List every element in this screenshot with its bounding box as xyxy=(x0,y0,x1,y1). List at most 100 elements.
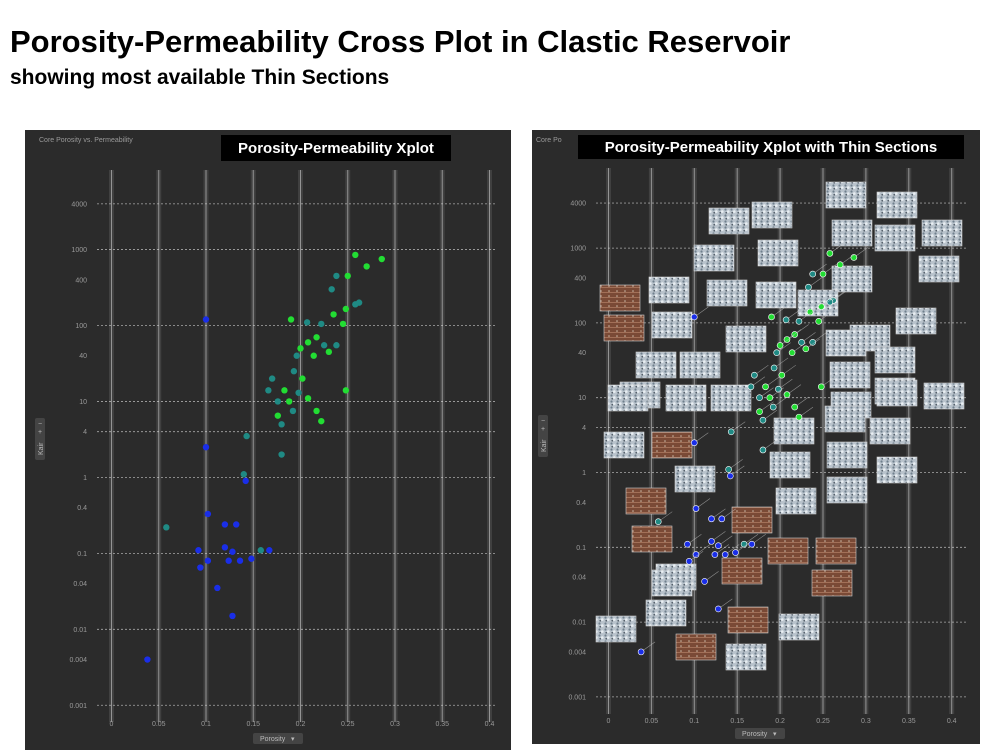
thin-section-thumbnail[interactable] xyxy=(651,431,693,459)
data-point[interactable] xyxy=(773,349,780,356)
data-point[interactable] xyxy=(248,555,255,562)
thin-section-thumbnail[interactable] xyxy=(751,201,793,229)
data-point[interactable] xyxy=(225,557,232,564)
data-point[interactable] xyxy=(265,387,272,394)
data-point[interactable] xyxy=(817,383,825,391)
zoom-out-icon[interactable]: − xyxy=(38,421,42,428)
data-point[interactable] xyxy=(684,540,691,548)
data-point[interactable] xyxy=(266,547,273,554)
thin-section-thumbnail[interactable] xyxy=(648,276,690,304)
data-point[interactable] xyxy=(242,477,249,485)
thin-section-thumbnail[interactable] xyxy=(923,382,965,410)
data-point[interactable] xyxy=(770,364,778,372)
data-point[interactable] xyxy=(685,557,693,565)
data-point[interactable] xyxy=(782,316,790,324)
thin-section-thumbnail[interactable] xyxy=(895,307,937,335)
thin-section-thumbnail[interactable] xyxy=(665,384,707,412)
thin-section-thumbnail[interactable] xyxy=(708,207,750,235)
data-point[interactable] xyxy=(691,439,698,447)
data-point[interactable] xyxy=(778,371,786,379)
data-point[interactable] xyxy=(637,648,645,656)
data-point[interactable] xyxy=(325,348,333,356)
data-point[interactable] xyxy=(809,270,817,278)
thin-section-thumbnail[interactable] xyxy=(706,279,748,307)
data-point[interactable] xyxy=(718,515,726,523)
thin-section-thumbnail[interactable] xyxy=(824,405,866,433)
data-point[interactable] xyxy=(708,515,715,523)
thin-section-thumbnail[interactable] xyxy=(635,351,677,379)
data-point[interactable] xyxy=(776,342,784,349)
data-point[interactable] xyxy=(204,557,212,564)
data-point[interactable] xyxy=(819,270,827,278)
data-point[interactable] xyxy=(850,254,858,261)
data-point[interactable] xyxy=(318,417,325,425)
data-point[interactable] xyxy=(342,387,350,394)
data-point[interactable] xyxy=(328,286,335,293)
data-point[interactable] xyxy=(725,466,732,473)
thin-section-thumbnail[interactable] xyxy=(625,487,667,515)
data-point[interactable] xyxy=(344,272,351,280)
data-point[interactable] xyxy=(798,339,805,346)
thin-section-thumbnail[interactable] xyxy=(825,181,867,209)
thin-section-thumbnail[interactable] xyxy=(775,487,817,515)
data-point[interactable] xyxy=(229,612,236,620)
data-point[interactable] xyxy=(795,318,803,325)
data-point[interactable] xyxy=(330,311,337,318)
data-point[interactable] xyxy=(268,375,276,382)
data-point[interactable] xyxy=(313,407,320,415)
data-point[interactable] xyxy=(304,339,312,346)
data-point[interactable] xyxy=(313,334,320,341)
data-point[interactable] xyxy=(762,383,769,391)
data-point[interactable] xyxy=(795,413,803,421)
data-point[interactable] xyxy=(352,251,359,259)
data-point[interactable] xyxy=(195,547,202,554)
data-point[interactable] xyxy=(756,408,763,415)
thin-section-thumbnail[interactable] xyxy=(831,265,873,293)
data-point[interactable] xyxy=(715,605,722,613)
data-point[interactable] xyxy=(333,272,340,280)
thin-section-thumbnail[interactable] xyxy=(675,633,717,661)
thin-section-thumbnail[interactable] xyxy=(778,613,820,641)
data-point[interactable] xyxy=(278,451,285,458)
thin-section-thumbnail[interactable] xyxy=(607,384,649,412)
data-point[interactable] xyxy=(290,368,298,375)
data-point[interactable] xyxy=(274,412,282,419)
data-point[interactable] xyxy=(289,407,297,415)
data-point[interactable] xyxy=(214,584,221,592)
thin-section-thumbnail[interactable] xyxy=(599,284,641,312)
thin-section-thumbnail[interactable] xyxy=(869,417,911,445)
data-point[interactable] xyxy=(747,383,755,391)
data-point[interactable] xyxy=(342,305,350,313)
data-point[interactable] xyxy=(333,342,340,349)
data-point[interactable] xyxy=(732,549,739,556)
thin-section-thumbnail[interactable] xyxy=(921,219,963,247)
data-point[interactable] xyxy=(339,320,347,328)
data-point[interactable] xyxy=(297,345,304,352)
data-point[interactable] xyxy=(285,398,293,405)
thin-section-thumbnail[interactable] xyxy=(811,569,853,597)
thin-section-thumbnail[interactable] xyxy=(651,311,693,339)
data-point[interactable] xyxy=(197,564,204,571)
x-axis-selector[interactable] xyxy=(253,733,303,744)
thin-section-thumbnail[interactable] xyxy=(874,224,916,252)
thin-section-thumbnail[interactable] xyxy=(825,329,867,357)
data-point[interactable] xyxy=(278,421,285,428)
data-point[interactable] xyxy=(769,403,777,411)
thin-section-thumbnail[interactable] xyxy=(631,525,673,553)
data-point[interactable] xyxy=(715,542,722,550)
thin-section-thumbnail[interactable] xyxy=(918,255,960,283)
data-point[interactable] xyxy=(721,551,729,558)
data-point[interactable] xyxy=(783,391,791,398)
data-point[interactable] xyxy=(303,319,311,326)
data-point[interactable] xyxy=(791,403,798,411)
data-point[interactable] xyxy=(257,547,265,554)
data-point[interactable] xyxy=(144,656,151,663)
thin-section-thumbnail[interactable] xyxy=(595,615,637,643)
zoom-out-icon[interactable]: − xyxy=(541,418,545,425)
data-point[interactable] xyxy=(320,342,328,349)
data-point[interactable] xyxy=(766,394,774,402)
data-point[interactable] xyxy=(202,443,210,451)
thin-section-thumbnail[interactable] xyxy=(769,451,811,479)
thin-section-thumbnail[interactable] xyxy=(767,537,809,565)
thin-section-thumbnail[interactable] xyxy=(725,325,767,353)
